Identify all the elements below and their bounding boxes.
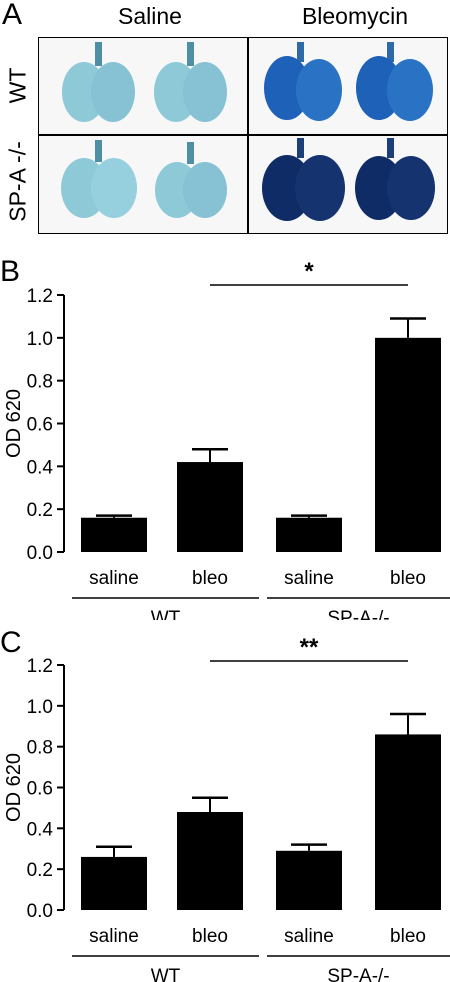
y-tick-label: 0.2 [27, 860, 53, 881]
x-tick-label: bleo [390, 926, 426, 947]
y-axis-label: OD 620 [3, 389, 25, 458]
group-label: SP-A-/- [327, 608, 389, 620]
y-tick-label: 0.6 [27, 415, 53, 436]
lung-photo-grid [38, 37, 448, 234]
bar-bleo-1 [177, 462, 243, 552]
group-label: WT [151, 966, 181, 982]
x-tick-label: saline [284, 568, 334, 589]
x-tick-label: saline [89, 926, 139, 947]
significance-marker: * [304, 258, 314, 285]
panel-b-letter: B [0, 255, 21, 288]
grid-horizontal-divider [39, 134, 447, 136]
significance-marker: ** [300, 634, 319, 661]
panel-a-letter: A [2, 0, 23, 31]
y-tick-label: 0.2 [27, 500, 53, 521]
bar-bleo-1 [177, 812, 243, 910]
group-label: SP-A-/- [327, 966, 389, 982]
row-header-wt: WT [4, 67, 31, 104]
panel-c-letter: C [0, 626, 22, 659]
group-label: WT [151, 608, 181, 620]
bar-saline-2 [276, 517, 342, 552]
grid-vertical-divider [247, 38, 249, 233]
y-tick-label: 1.0 [27, 697, 53, 718]
x-tick-label: bleo [390, 568, 426, 589]
y-tick-label: 0.0 [27, 543, 53, 564]
y-tick-label: 0.8 [27, 738, 53, 759]
y-tick-label: 0.4 [27, 819, 54, 840]
row-header-spa: SP-A -/- [4, 141, 31, 222]
y-tick-label: 0.6 [27, 779, 53, 800]
y-tick-label: 0.0 [27, 901, 53, 922]
lung-wt-bleo-2 [356, 42, 433, 121]
lung-spa-saline-1 [61, 140, 137, 218]
bar-saline-2 [276, 850, 342, 910]
y-axis-label: OD 620 [3, 753, 25, 822]
y-tick-label: 0.8 [27, 372, 53, 393]
chart-c: 0.0 0.2 0.4 0.6 0.8 1.0 1.2 OD 620 saline bleo sal… [3, 634, 450, 982]
lung-spa-bleo-1 [262, 138, 345, 221]
column-header-saline: Saline [118, 3, 182, 29]
lung-spa-bleo-2 [355, 138, 435, 220]
y-tick-label: 1.0 [27, 329, 53, 350]
x-tick-label: bleo [192, 926, 228, 947]
y-tick-label: 1.2 [27, 286, 53, 307]
y-tick-label: 0.4 [27, 457, 54, 478]
bar-saline-0 [81, 856, 147, 910]
lung-wt-bleo-1 [264, 42, 342, 121]
bar-saline-0 [81, 517, 147, 552]
bar-bleo-3 [375, 337, 441, 552]
lung-wt-saline-1 [62, 42, 135, 122]
x-tick-label: bleo [192, 568, 228, 589]
column-header-bleomycin: Bleomycin [301, 3, 409, 29]
x-tick-label: saline [89, 568, 139, 589]
bar-bleo-3 [375, 734, 441, 910]
y-tick-label: 1.2 [27, 656, 53, 677]
lung-wt-saline-2 [154, 42, 227, 122]
lung-spa-saline-2 [155, 142, 227, 218]
chart-b: 0.0 0.2 0.4 0.6 0.8 1.0 1.2 OD 620 saline bleo sal… [3, 258, 450, 620]
x-tick-label: saline [284, 926, 334, 947]
